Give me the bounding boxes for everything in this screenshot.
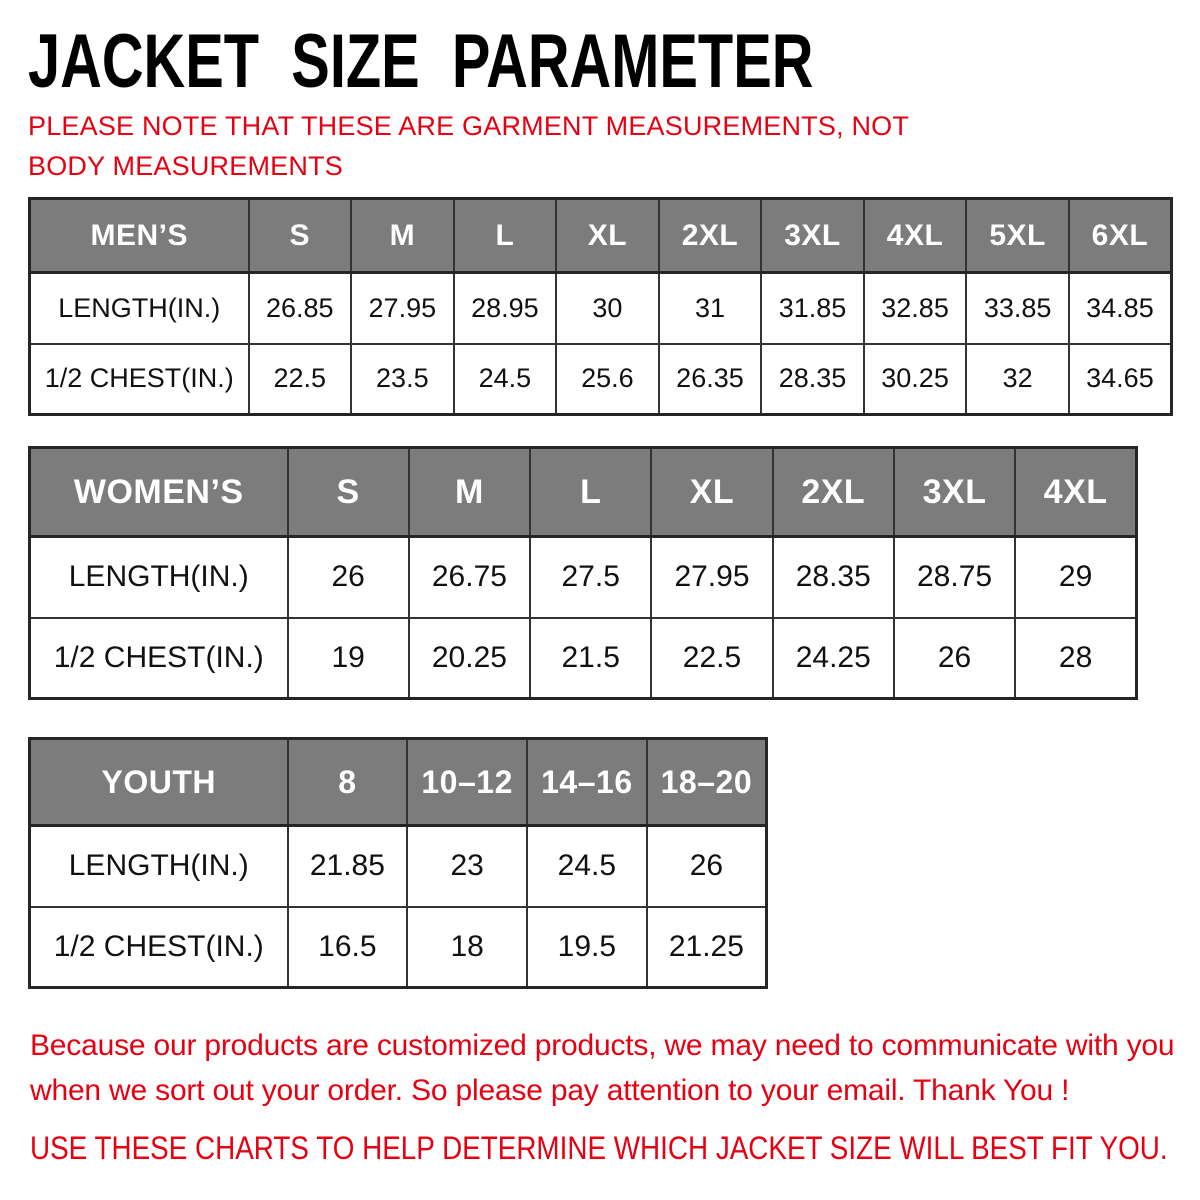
- mens-length-value: 31: [657, 271, 763, 345]
- mens-length-value: 34.85: [1067, 271, 1173, 345]
- mens-size-header: 3XL: [760, 197, 865, 274]
- youth-length-label: LENGTH(IN.): [28, 824, 289, 908]
- womens-chest-row: 1/2 CHEST(IN.) 19 20.25 21.5 22.5 24.25 …: [28, 616, 1138, 700]
- mens-size-header: 5XL: [965, 197, 1070, 274]
- youth-length-value: 24.5: [526, 824, 648, 908]
- womens-size-table: WOMEN’S S M L XL 2XL 3XL 4XL LENGTH(IN.)…: [28, 446, 1138, 700]
- womens-chest-value: 20.25: [407, 616, 532, 700]
- mens-length-value: 30: [555, 271, 660, 345]
- mens-chest-value: 32: [965, 342, 1070, 416]
- mens-table-title: MEN’S: [28, 197, 250, 274]
- womens-chest-value: 19: [286, 616, 410, 700]
- mens-chest-value: 25.6: [555, 342, 660, 416]
- mens-header-row: MEN’S S M L XL 2XL 3XL 4XL 5XL 6XL: [28, 197, 1173, 274]
- mens-length-value: 27.95: [350, 271, 455, 345]
- mens-size-header: L: [452, 197, 558, 274]
- womens-size-header: L: [529, 446, 653, 538]
- mens-chest-value: 28.35: [760, 342, 865, 416]
- youth-size-header: 10–12: [406, 737, 528, 827]
- womens-length-value: 26: [286, 535, 410, 619]
- page-title: JACKET SIZE PARAMETER: [28, 19, 814, 104]
- womens-size-header: S: [286, 446, 410, 538]
- youth-chest-row: 1/2 CHEST(IN.) 16.5 18 19.5 21.25: [28, 905, 768, 989]
- womens-size-header: M: [407, 446, 532, 538]
- youth-size-header: 8: [286, 737, 409, 827]
- womens-chest-value: 26: [892, 616, 1017, 700]
- mens-chest-value: 23.5: [350, 342, 455, 416]
- womens-size-header: XL: [650, 446, 774, 538]
- youth-header-row: YOUTH 8 10–12 14–16 18–20: [28, 737, 768, 827]
- youth-size-table: YOUTH 8 10–12 14–16 18–20 LENGTH(IN.) 21…: [28, 737, 768, 989]
- womens-length-value: 26.75: [407, 535, 532, 619]
- womens-length-value: 27.95: [650, 535, 774, 619]
- mens-size-header: 6XL: [1067, 197, 1173, 274]
- mens-size-header: M: [350, 197, 455, 274]
- garment-measurement-note: PLEASE NOTE THAT THESE ARE GARMENT MEASU…: [28, 111, 909, 181]
- youth-size-header: 18–20: [645, 737, 768, 827]
- womens-chest-value: 21.5: [529, 616, 653, 700]
- womens-chest-value: 22.5: [650, 616, 774, 700]
- womens-length-row: LENGTH(IN.) 26 26.75 27.5 27.95 28.35 28…: [28, 535, 1138, 619]
- womens-chest-value: 24.25: [771, 616, 895, 700]
- customization-notice: Because our products are customized prod…: [30, 1029, 1175, 1107]
- youth-length-value: 21.85: [286, 824, 409, 908]
- womens-chest-label: 1/2 CHEST(IN.): [28, 616, 289, 700]
- womens-length-label: LENGTH(IN.): [28, 535, 289, 619]
- mens-length-row: LENGTH(IN.) 26.85 27.95 28.95 30 31 31.8…: [28, 271, 1173, 345]
- mens-size-table: MEN’S S M L XL 2XL 3XL 4XL 5XL 6XL LENGT…: [28, 197, 1173, 416]
- womens-header-row: WOMEN’S S M L XL 2XL 3XL 4XL: [28, 446, 1138, 538]
- mens-chest-value: 24.5: [452, 342, 558, 416]
- youth-chest-value: 21.25: [645, 905, 768, 989]
- mens-size-header: XL: [555, 197, 660, 274]
- mens-length-value: 26.85: [247, 271, 353, 345]
- youth-chest-value: 16.5: [286, 905, 409, 989]
- womens-chest-value: 28: [1014, 616, 1138, 700]
- womens-length-value: 28.75: [892, 535, 1017, 619]
- womens-length-value: 27.5: [529, 535, 653, 619]
- womens-size-header: 2XL: [771, 446, 895, 538]
- mens-length-label: LENGTH(IN.): [28, 271, 250, 345]
- mens-size-header: S: [247, 197, 353, 274]
- mens-chest-row: 1/2 CHEST(IN.) 22.5 23.5 24.5 25.6 26.35…: [28, 342, 1173, 416]
- youth-chest-value: 18: [406, 905, 528, 989]
- womens-length-value: 29: [1014, 535, 1138, 619]
- mens-chest-value: 30.25: [862, 342, 968, 416]
- mens-size-header: 4XL: [862, 197, 968, 274]
- youth-size-header: 14–16: [526, 737, 648, 827]
- mens-size-header: 2XL: [657, 197, 763, 274]
- mens-length-value: 28.95: [452, 271, 558, 345]
- youth-chest-value: 19.5: [526, 905, 648, 989]
- youth-length-value: 23: [406, 824, 528, 908]
- youth-chest-label: 1/2 CHEST(IN.): [28, 905, 289, 989]
- mens-length-value: 32.85: [862, 271, 968, 345]
- womens-table-title: WOMEN’S: [28, 446, 289, 538]
- mens-chest-label: 1/2 CHEST(IN.): [28, 342, 250, 416]
- womens-size-header: 3XL: [892, 446, 1017, 538]
- youth-length-value: 26: [645, 824, 768, 908]
- youth-length-row: LENGTH(IN.) 21.85 23 24.5 26: [28, 824, 768, 908]
- fit-advice-note: USE THESE CHARTS TO HELP DETERMINE WHICH…: [30, 1130, 1168, 1166]
- youth-table-title: YOUTH: [28, 737, 289, 827]
- mens-chest-value: 22.5: [247, 342, 353, 416]
- womens-size-header: 4XL: [1014, 446, 1138, 538]
- mens-length-value: 31.85: [760, 271, 865, 345]
- mens-chest-value: 34.65: [1067, 342, 1173, 416]
- mens-chest-value: 26.35: [657, 342, 763, 416]
- womens-length-value: 28.35: [771, 535, 895, 619]
- mens-length-value: 33.85: [965, 271, 1070, 345]
